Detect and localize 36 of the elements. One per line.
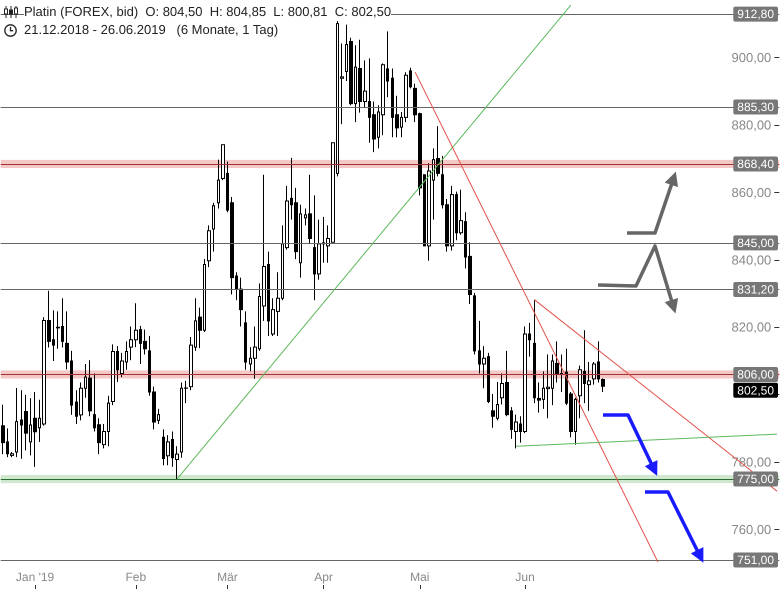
ref-line-label: 845,00 [737,236,774,250]
x-tick-label: Mär [217,570,238,584]
x-tick-label: Mai [410,570,430,584]
candlestick [308,174,312,244]
y-tick-label: 900,00 [732,50,772,65]
ref-line-label: 806,00 [737,367,774,382]
candlestick [533,300,536,404]
candlestick [212,202,215,252]
y-tick-label: 760,00 [732,522,772,538]
ref-line-label: 912,80 [737,7,774,22]
candlestick [546,354,550,419]
ref-line-label: 751,00 [737,552,774,567]
x-tick-label: Jan '19 [16,570,55,584]
candlestick [88,360,92,417]
x-tick-label: Apr [314,570,333,584]
candlestick [111,344,115,406]
ref-line-label: 775,00 [737,472,774,486]
candlestick [207,224,211,268]
y-tick-label: 860,00 [732,184,772,200]
y-tick-label: 840,00 [732,252,772,268]
candlestick [1,404,5,455]
ref-line-label: 831,20 [737,282,774,296]
y-tick-label: 880,00 [732,117,772,132]
y-tick-label: 820,00 [732,320,772,335]
ref-line-label: 868,40 [737,156,774,171]
candlestick [33,391,37,468]
x-tick-label: Feb [125,570,146,584]
text: 21.12.2018 - 26.06.2019 (6 Monate, 1 Tag) [24,21,278,39]
annotation: 802,50 [737,383,774,398]
ref-line-label: 885,30 [737,100,774,114]
candlestick [244,310,247,370]
x-tick-label: Jun [515,570,535,584]
chart-title: Platin (FOREX, bid) O: 804,50 H: 804,85 L: 800,81 C: 802,50 [24,3,392,21]
candlestick [217,159,220,209]
candlestick [473,292,476,356]
candlestick [15,387,18,458]
